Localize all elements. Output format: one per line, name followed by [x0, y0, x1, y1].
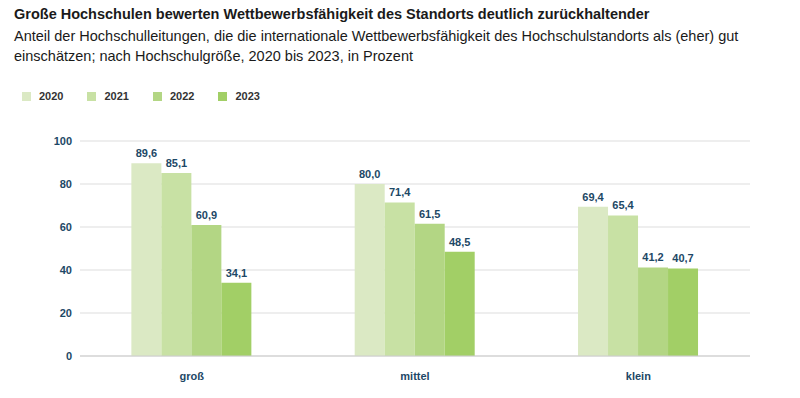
html-text:2021: 2021 [104, 90, 129, 102]
svg-text:89,6: 89,6 [136, 147, 157, 159]
svg-text:65,4: 65,4 [612, 199, 634, 211]
svg-text:mittel: mittel [400, 370, 429, 382]
svg-text:groß: groß [179, 370, 204, 382]
svg-text:41,2: 41,2 [642, 251, 663, 263]
html-text:2022: 2022 [170, 90, 195, 102]
svg-text:20: 20 [60, 307, 72, 319]
svg-text:0: 0 [66, 350, 72, 362]
svg-text:61,5: 61,5 [419, 208, 440, 220]
svg-text:80,0: 80,0 [359, 168, 380, 180]
svg-text:100: 100 [54, 135, 72, 147]
svg-text:85,1: 85,1 [166, 157, 187, 169]
svg-text:80: 80 [60, 178, 72, 190]
svg-text:klein: klein [626, 370, 651, 382]
svg-text:34,1: 34,1 [226, 267, 247, 279]
svg-text:69,4: 69,4 [582, 191, 604, 203]
svg-text:60,9: 60,9 [196, 209, 217, 221]
html-text:2020: 2020 [39, 90, 64, 102]
svg-text:40,7: 40,7 [672, 252, 693, 264]
svg-text:60: 60 [60, 221, 72, 233]
html-text:2023: 2023 [235, 90, 260, 102]
html-text:Anteil der Hochschulleitungen,: Anteil der Hochschulleitungen, die die i… [14, 28, 739, 64]
svg-text:40: 40 [60, 264, 72, 276]
svg-text:48,5: 48,5 [449, 236, 470, 248]
svg-text:71,4: 71,4 [389, 186, 411, 198]
html-text:Große Hochschulen bewerten Wet: Große Hochschulen bewerten Wettbewerbsfä… [14, 6, 650, 22]
